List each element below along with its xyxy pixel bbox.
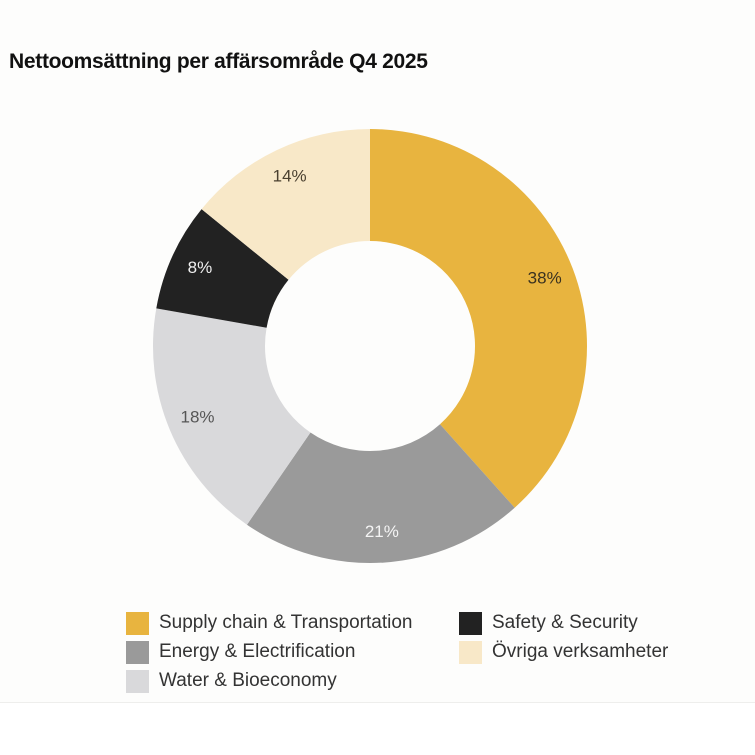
slice-label-safety: 8% — [188, 258, 213, 277]
donut-slice-labels: 38% 21% 18% 8% 14% — [181, 167, 562, 541]
legend-label: Safety & Security — [492, 612, 638, 633]
slice-label-water: 18% — [181, 408, 215, 427]
donut-slice-supply-chain — [370, 129, 587, 508]
donut-slice-energy — [246, 424, 515, 563]
donut-slice-ovriga — [201, 129, 370, 280]
legend-swatch — [126, 640, 149, 664]
legend-label: Supply chain & Transportation — [159, 612, 413, 633]
legend-item-safety: Safety & Security — [459, 610, 638, 636]
donut-slice-safety — [156, 209, 289, 328]
legend-label: Övriga verksamheter — [492, 641, 669, 662]
slice-label-supply-chain: 38% — [528, 269, 562, 288]
legend-swatch — [126, 611, 149, 635]
slice-label-energy: 21% — [365, 522, 399, 541]
legend-item-water: Water & Bioeconomy — [126, 668, 337, 694]
legend-swatch — [126, 669, 149, 693]
chart-title: Nettoomsättning per affärsområde Q4 2025 — [9, 50, 428, 73]
legend-item-supply-chain: Supply chain & Transportation — [126, 610, 413, 636]
chart-card: Nettoomsättning per affärsområde Q4 2025… — [0, 50, 755, 703]
slice-label-ovriga: 14% — [273, 167, 307, 186]
legend-swatch — [459, 640, 482, 664]
donut-slices — [153, 129, 587, 563]
donut-slice-water — [153, 308, 311, 525]
legend-label: Water & Bioeconomy — [159, 670, 337, 691]
legend-label: Energy & Electrification — [159, 641, 356, 662]
legend-swatch — [459, 611, 482, 635]
donut-chart: 38% 21% 18% 8% 14% — [153, 129, 587, 563]
legend-item-ovriga: Övriga verksamheter — [459, 639, 668, 665]
legend-item-energy: Energy & Electrification — [126, 639, 355, 665]
